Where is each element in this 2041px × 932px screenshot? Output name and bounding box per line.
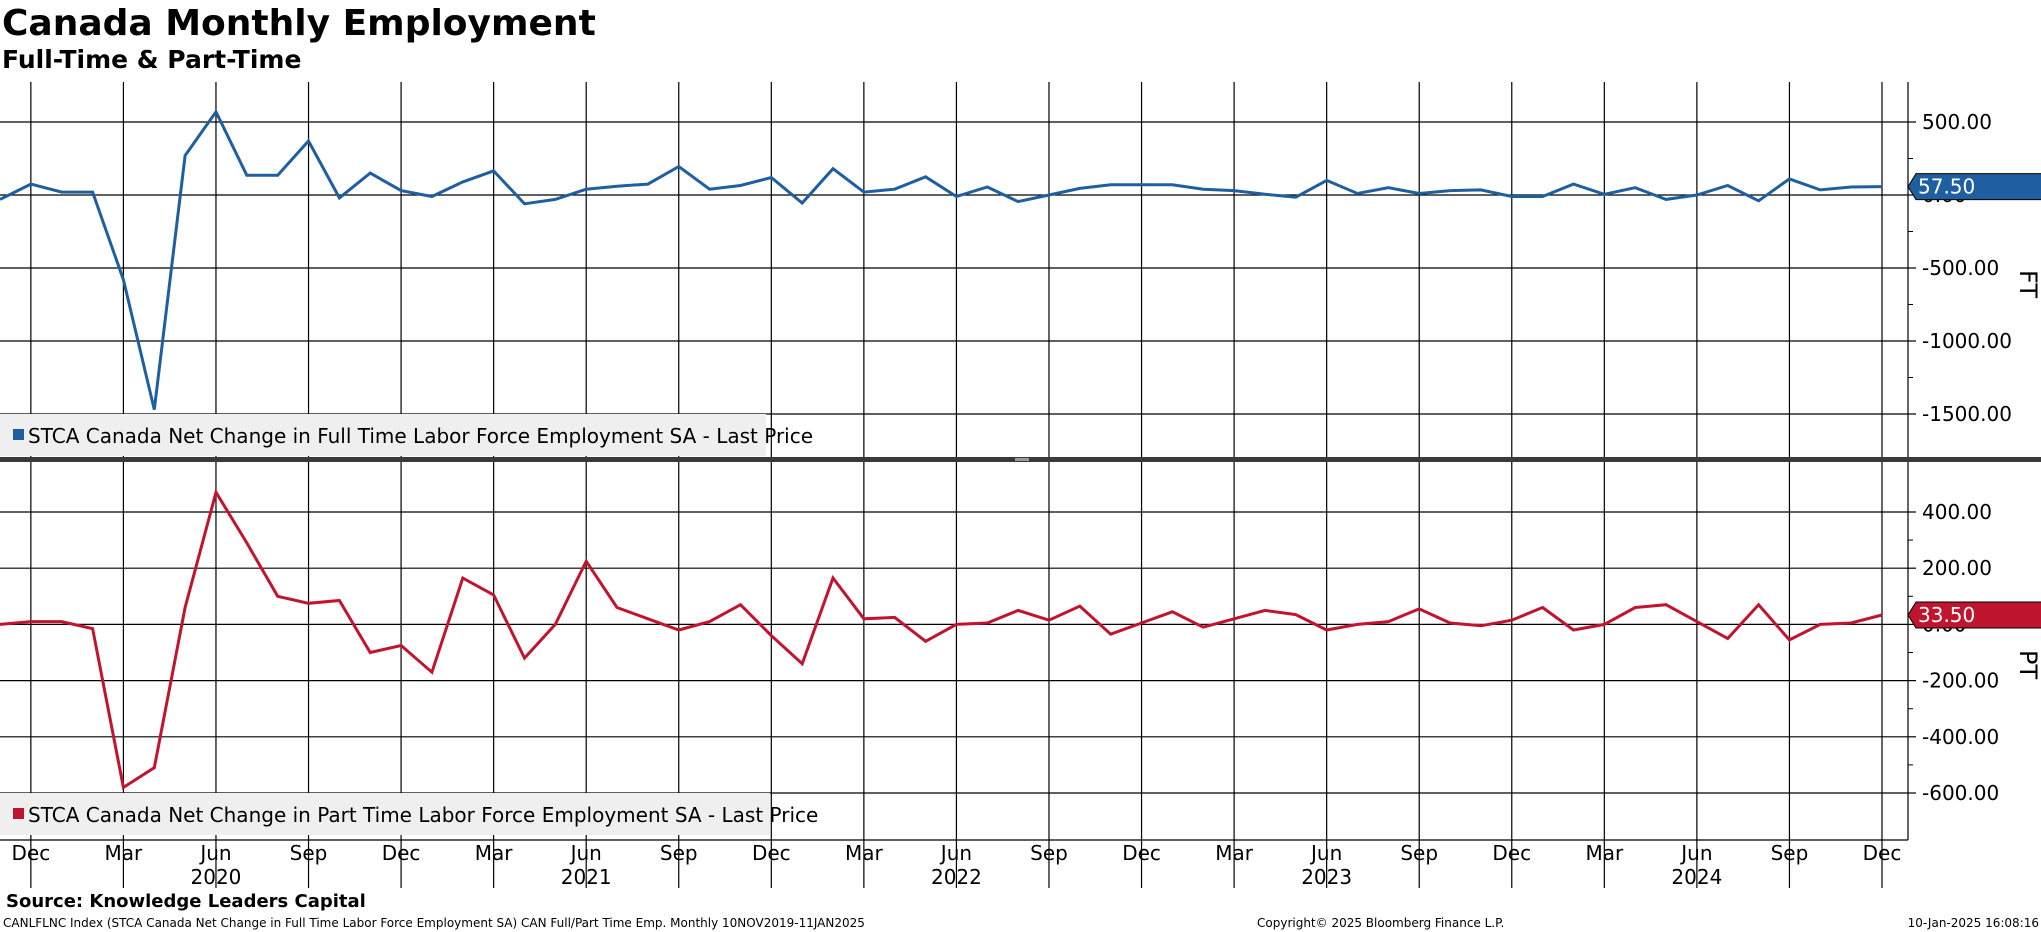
axis-side-label: FT: [2014, 270, 2041, 298]
x-tick-label: Sep: [290, 841, 328, 865]
x-tick-label: Sep: [1400, 841, 1438, 865]
last-value-flag: [1907, 173, 2041, 201]
legend-box: [0, 414, 766, 456]
x-tick-label: Dec: [1122, 841, 1161, 865]
x-tick-label: Dec: [1863, 841, 1902, 865]
y-tick-label: -1500.00: [1922, 402, 2012, 426]
last-value-label: 33.50: [1918, 603, 1975, 627]
x-tick-label: Jun: [569, 841, 602, 865]
footer-index-info: CANLFLNC Index (STCA Canada Net Change i…: [3, 916, 865, 930]
chart-panel-pt: 400.00200.000.00-200.00-400.00-600.00STC…: [0, 460, 2041, 840]
y-tick-label: 400.00: [1922, 500, 1992, 524]
y-tick-label: -1000.00: [1922, 329, 2012, 353]
x-tick-label: Mar: [475, 841, 514, 865]
y-tick-label: -200.00: [1922, 669, 1999, 693]
x-year-label: 2021: [561, 865, 612, 889]
y-tick-label: -600.00: [1922, 781, 1999, 805]
chart-subtitle: Full-Time & Part-Time: [2, 45, 302, 74]
x-axis: Dec Mar Jun Sep Dec Mar Jun Sep Dec Mar Jun Sep Dec M…: [0, 839, 1908, 889]
legend-swatch: [13, 808, 24, 819]
x-tick-label: Dec: [382, 841, 421, 865]
x-year-label: 2024: [1671, 865, 1722, 889]
last-value-label: 57.50: [1918, 175, 1975, 199]
source-note: Source: Knowledge Leaders Capital: [6, 891, 366, 912]
legend-box: [0, 793, 770, 835]
x-tick-label: Sep: [1030, 841, 1068, 865]
x-tick-label: Mar: [1215, 841, 1254, 865]
x-tick-label: Jun: [939, 841, 972, 865]
x-tick-label: Sep: [660, 841, 698, 865]
y-tick-label: 500.00: [1922, 110, 1992, 134]
x-tick-label: Sep: [1771, 841, 1809, 865]
legend-swatch: [13, 429, 24, 440]
x-tick-label: Mar: [845, 841, 884, 865]
x-tick-label: Jun: [1309, 841, 1342, 865]
footer-timestamp: 10-Jan-2025 16:08:16: [1907, 916, 2039, 930]
x-tick-label: Mar: [105, 841, 144, 865]
x-tick-label: Jun: [198, 841, 231, 865]
series-line-ft: [0, 108, 1883, 410]
x-tick-label: Jun: [1679, 841, 1712, 865]
x-year-label: 2023: [1301, 865, 1352, 889]
last-value-flag: [1907, 601, 2041, 629]
x-year-label: 2022: [931, 865, 982, 889]
x-year-label: 2020: [191, 865, 242, 889]
chart-title: Canada Monthly Employment: [2, 3, 596, 44]
x-tick-label: Dec: [12, 841, 51, 865]
y-tick-label: -500.00: [1922, 256, 1999, 280]
x-tick-label: Dec: [1492, 841, 1531, 865]
panel-resize-handle: [1015, 458, 1029, 461]
y-tick-label: 200.00: [1922, 556, 1992, 580]
series-line-pt: [0, 488, 1883, 790]
y-tick-label: -400.00: [1922, 725, 1999, 749]
legend-label: STCA Canada Net Change in Full Time Labo…: [28, 424, 813, 448]
x-tick-label: Mar: [1585, 841, 1624, 865]
x-tick-label: Dec: [752, 841, 791, 865]
axis-side-label: PT: [2014, 650, 2041, 679]
footer-copyright: Copyright© 2025 Bloomberg Finance L.P.: [1257, 916, 1505, 930]
legend-label: STCA Canada Net Change in Part Time Labo…: [28, 803, 818, 827]
